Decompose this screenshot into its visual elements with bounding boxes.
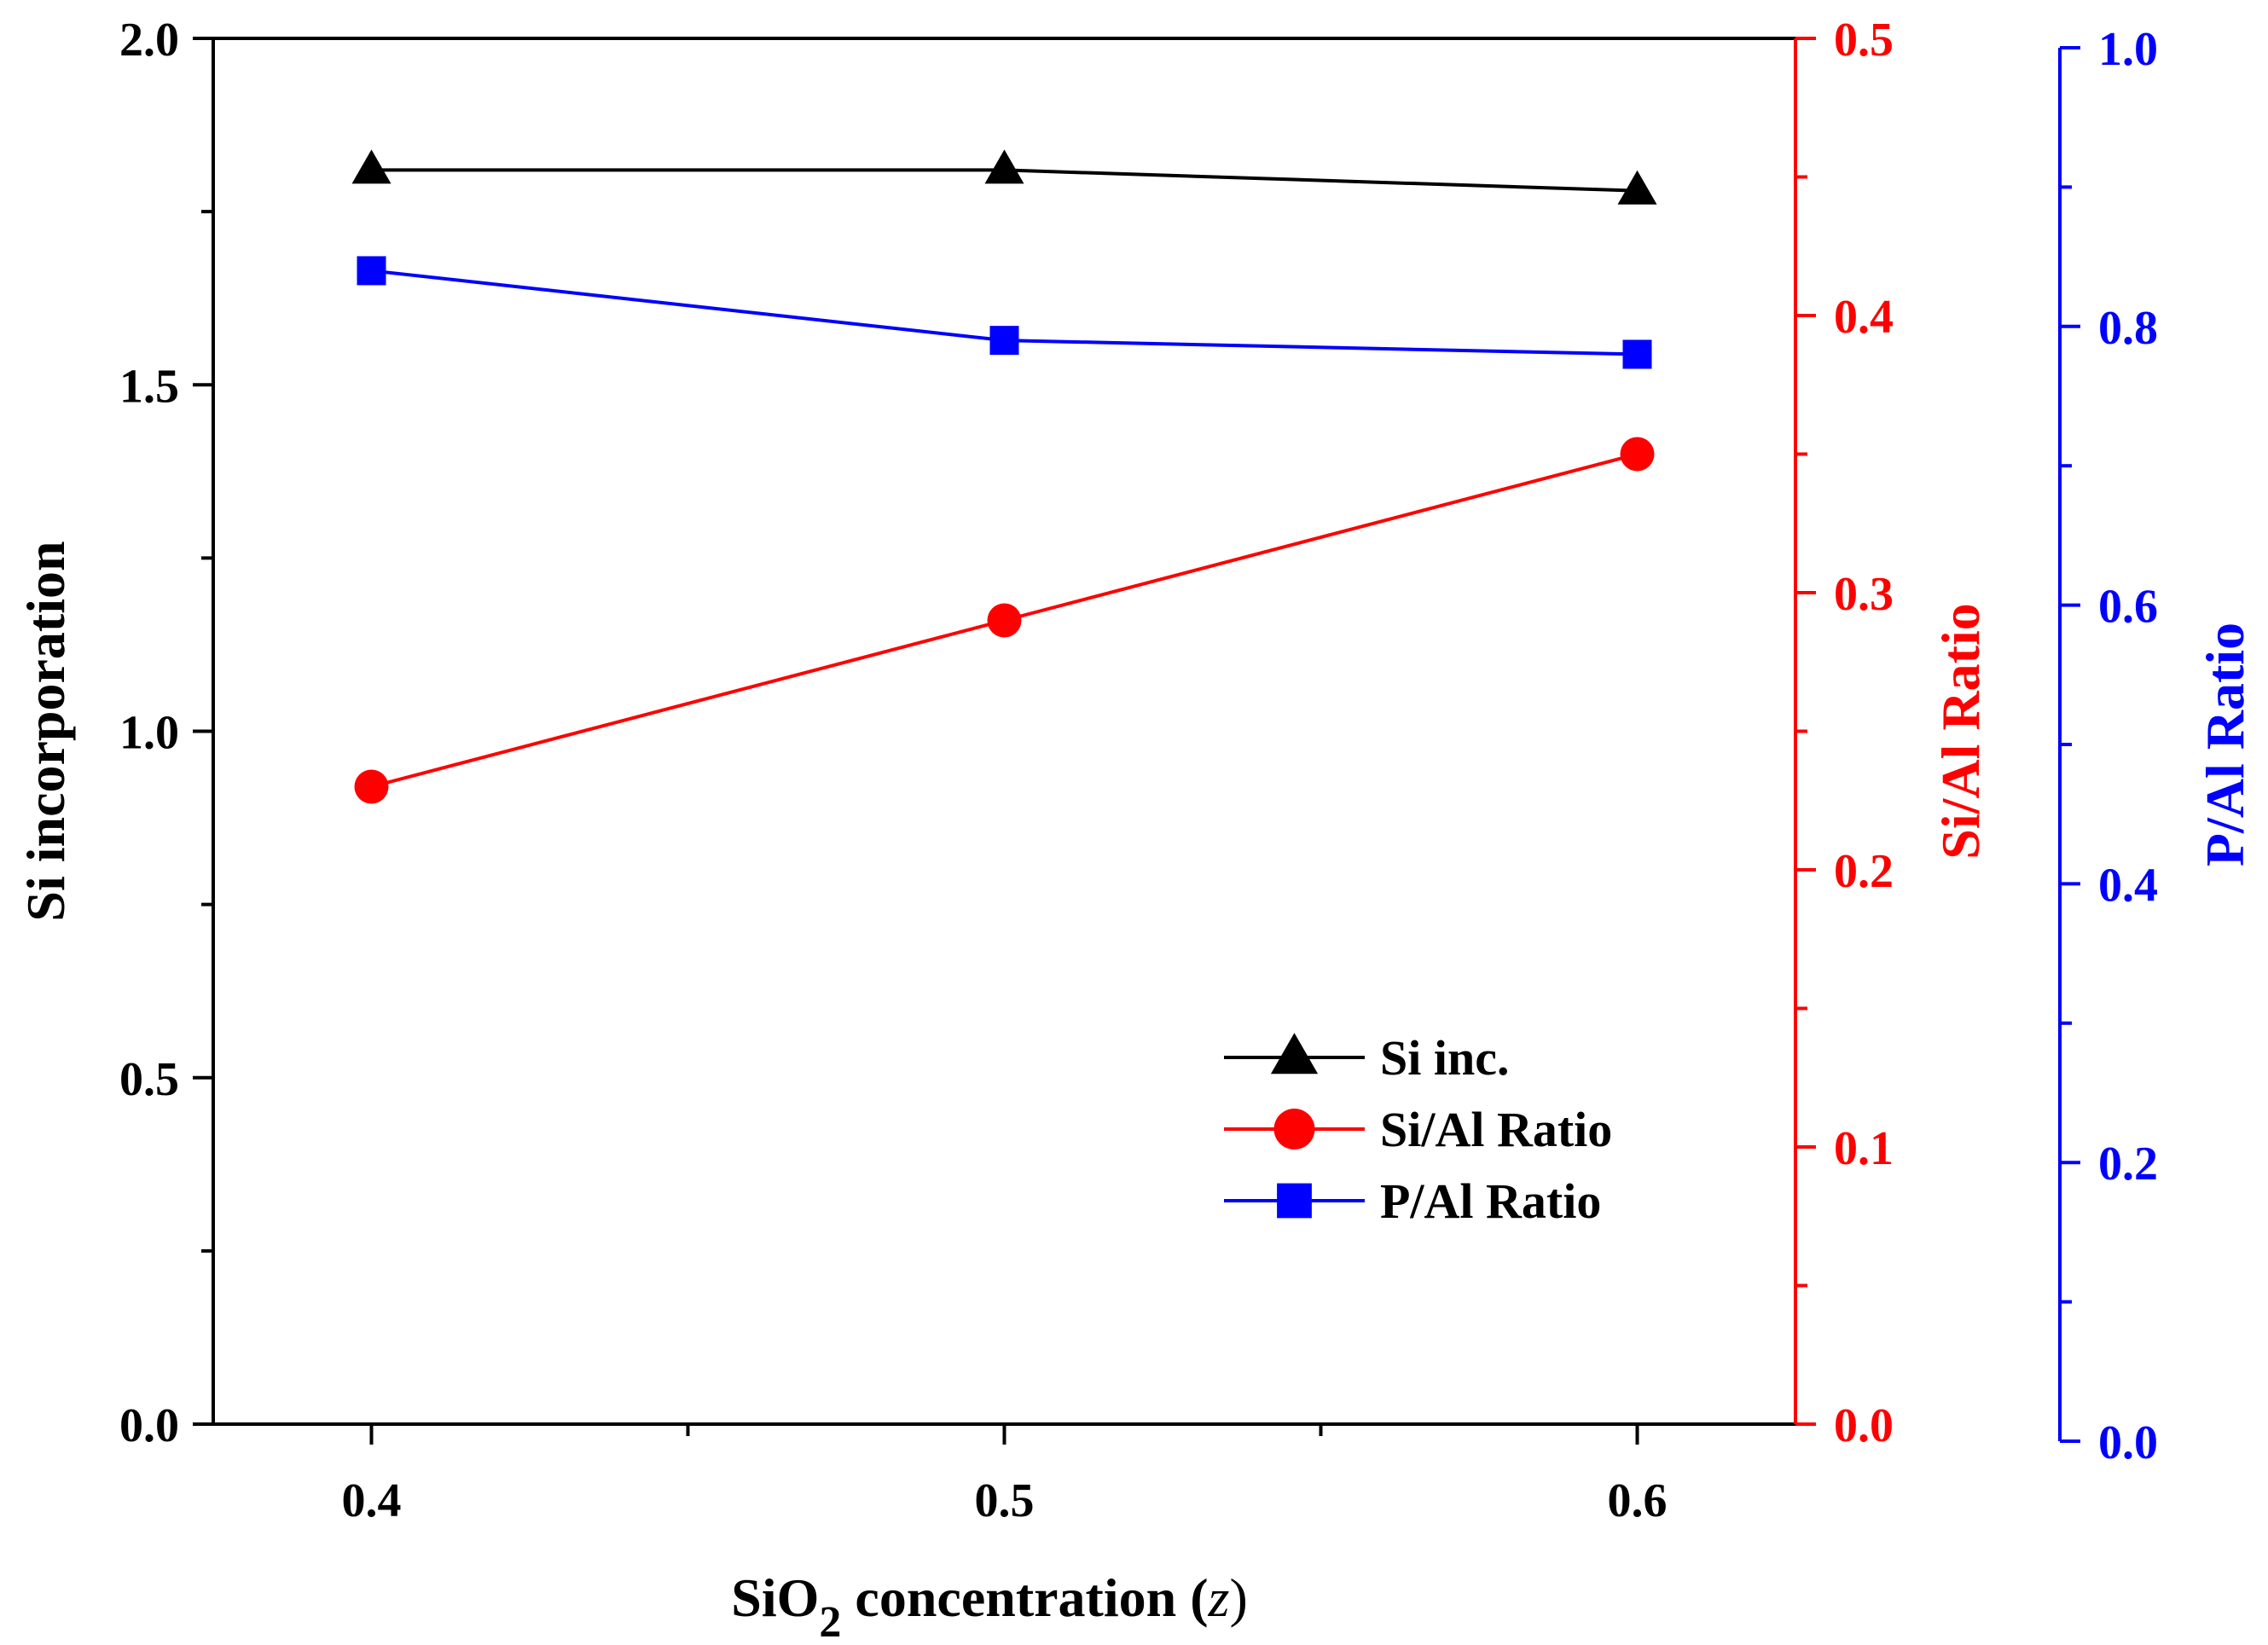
data-point-square xyxy=(1622,339,1652,369)
right-red-axis-title: Si/Al Ratio xyxy=(1930,603,1991,859)
legend-label: P/Al Ratio xyxy=(1380,1173,1601,1229)
left-y-tick-label: 0.0 xyxy=(119,1399,179,1452)
right-blue-tick-label: 1.0 xyxy=(2098,23,2158,76)
legend-marker-circle xyxy=(1273,1109,1315,1150)
legend-label: Si/Al Ratio xyxy=(1380,1102,1612,1157)
right-red-tick-label: 0.0 xyxy=(1834,1399,1894,1452)
series-circle xyxy=(354,437,1655,804)
legend-marker-triangle xyxy=(1270,1033,1319,1074)
left-y-tick-label: 2.0 xyxy=(119,14,179,67)
right-blue-tick-label: 0.4 xyxy=(2098,859,2158,912)
left-y-tick-label: 0.5 xyxy=(119,1053,179,1106)
left-y-tick-label: 1.0 xyxy=(119,707,179,760)
right-blue-axis-title: P/Al Ratio xyxy=(2195,623,2255,866)
x-axis-title: SiO2 concentration (z) xyxy=(731,1567,1248,1641)
right-red-tick-label: 0.4 xyxy=(1834,291,1894,344)
axes-layer: 0.4 0.5 0.6 SiO2 concentration (z) 0.0 0.5 1.0… xyxy=(15,14,2255,1645)
data-point-square xyxy=(357,256,386,286)
data-point-triangle xyxy=(984,149,1024,184)
right-red-tick-label: 0.5 xyxy=(1834,14,1894,67)
x-tick-label: 0.5 xyxy=(975,1474,1035,1527)
series-triangle xyxy=(351,149,1657,205)
legend: Si inc. Si/Al Ratio P/Al Ratio xyxy=(1224,1030,1612,1229)
x-tick-label: 0.6 xyxy=(1608,1474,1668,1527)
x-axis-title-close: ) xyxy=(1229,1567,1247,1628)
right-red-tick-label: 0.1 xyxy=(1834,1122,1894,1175)
data-point-triangle xyxy=(1617,170,1657,205)
right-blue-tick-label: 0.2 xyxy=(2098,1138,2158,1190)
series-layer xyxy=(351,149,1657,804)
legend-label: Si inc. xyxy=(1380,1030,1510,1086)
data-point-circle xyxy=(1620,437,1655,472)
right-blue-tick-label: 0.6 xyxy=(2098,581,2158,634)
x-axis-title-main: SiO xyxy=(731,1567,819,1628)
right-blue-tick-label: 0.8 xyxy=(2098,302,2158,355)
data-point-square xyxy=(989,326,1019,356)
right-blue-tick-label: 0.0 xyxy=(2098,1416,2158,1469)
data-point-circle xyxy=(354,769,389,804)
data-point-triangle xyxy=(351,149,392,184)
x-axis-title-subscript: 2 xyxy=(819,1598,841,1641)
left-y-axis-title: Si incorporation xyxy=(15,541,76,921)
data-point-circle xyxy=(987,603,1022,638)
right-red-tick-label: 0.3 xyxy=(1834,568,1894,621)
x-tick-label: 0.4 xyxy=(342,1474,402,1527)
left-y-tick-label: 1.5 xyxy=(119,360,179,413)
x-axis-title-var: z xyxy=(1208,1567,1230,1628)
series-square xyxy=(357,256,1652,369)
legend-marker-square xyxy=(1277,1183,1312,1219)
x-axis-title-rest: concentration ( xyxy=(841,1567,1208,1628)
right-red-tick-label: 0.2 xyxy=(1834,845,1894,898)
